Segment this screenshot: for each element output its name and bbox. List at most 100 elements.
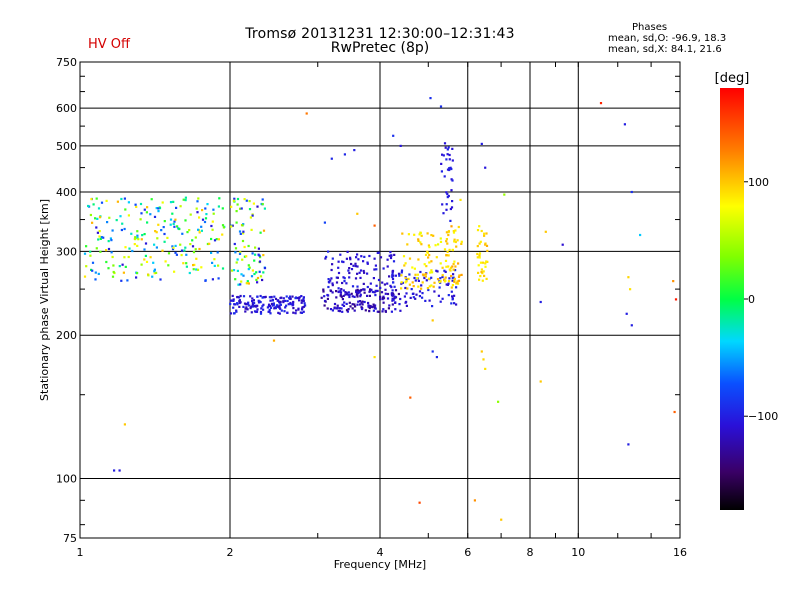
data-point bbox=[400, 281, 403, 284]
data-point bbox=[218, 197, 221, 200]
data-point bbox=[388, 304, 391, 307]
data-point bbox=[368, 310, 371, 313]
data-point bbox=[356, 291, 360, 295]
x-tick-label: 4 bbox=[377, 546, 384, 559]
data-point bbox=[331, 291, 334, 294]
data-point bbox=[174, 251, 177, 254]
data-point bbox=[297, 307, 300, 310]
data-point bbox=[438, 286, 441, 289]
data-point bbox=[349, 258, 352, 261]
data-point bbox=[98, 216, 102, 219]
data-point bbox=[297, 296, 301, 299]
data-point bbox=[539, 380, 542, 383]
data-point bbox=[333, 307, 336, 310]
data-point bbox=[392, 281, 395, 284]
data-point bbox=[239, 232, 242, 235]
data-point bbox=[144, 254, 147, 257]
data-point bbox=[333, 302, 337, 306]
data-point bbox=[261, 203, 264, 206]
data-point bbox=[122, 271, 125, 274]
data-point bbox=[212, 212, 215, 215]
data-point bbox=[263, 207, 266, 210]
data-point bbox=[454, 269, 457, 272]
data-point bbox=[421, 296, 424, 299]
data-point bbox=[445, 265, 448, 268]
data-point bbox=[288, 295, 292, 298]
data-point bbox=[360, 288, 363, 292]
data-point bbox=[264, 295, 267, 298]
data-point bbox=[118, 469, 121, 472]
data-point bbox=[394, 308, 397, 311]
data-point bbox=[382, 267, 385, 270]
data-point bbox=[300, 295, 303, 298]
data-point bbox=[174, 218, 177, 221]
data-point bbox=[273, 295, 276, 298]
data-point bbox=[503, 193, 506, 196]
data-point bbox=[251, 300, 254, 303]
data-point bbox=[94, 217, 97, 220]
data-point bbox=[445, 238, 448, 241]
data-point bbox=[188, 271, 191, 275]
data-point bbox=[360, 255, 363, 258]
data-point bbox=[451, 179, 454, 182]
data-point bbox=[450, 286, 453, 289]
data-point bbox=[320, 296, 323, 299]
data-point bbox=[213, 264, 216, 267]
data-point bbox=[353, 309, 356, 312]
data-point bbox=[356, 265, 359, 268]
data-point bbox=[268, 305, 272, 308]
data-point bbox=[430, 234, 433, 237]
data-point bbox=[232, 306, 235, 309]
data-point bbox=[370, 288, 373, 291]
data-point bbox=[236, 295, 239, 299]
data-point bbox=[394, 289, 398, 292]
data-point bbox=[423, 276, 426, 280]
data-point bbox=[371, 290, 374, 294]
data-point bbox=[182, 198, 185, 201]
data-point bbox=[484, 262, 487, 265]
data-point bbox=[89, 250, 92, 253]
data-point bbox=[171, 248, 175, 251]
data-point bbox=[431, 350, 434, 353]
data-point bbox=[441, 266, 444, 269]
data-point bbox=[249, 216, 252, 219]
data-point bbox=[232, 269, 236, 272]
data-point bbox=[483, 234, 486, 237]
data-point bbox=[245, 255, 248, 258]
data-point bbox=[115, 219, 118, 222]
data-point bbox=[379, 295, 382, 298]
data-point bbox=[349, 256, 352, 259]
data-point bbox=[453, 302, 456, 305]
data-point bbox=[242, 223, 245, 226]
data-point bbox=[346, 293, 349, 296]
data-point bbox=[242, 274, 245, 277]
data-point bbox=[235, 221, 238, 224]
data-point bbox=[454, 229, 457, 232]
data-point bbox=[338, 307, 341, 310]
data-point bbox=[366, 285, 369, 289]
data-point bbox=[197, 228, 200, 231]
data-point bbox=[386, 265, 389, 268]
data-point bbox=[191, 239, 194, 242]
data-point bbox=[413, 276, 416, 280]
data-point bbox=[359, 295, 362, 298]
data-point bbox=[413, 233, 416, 236]
x-tick-label: 6 bbox=[464, 546, 471, 559]
data-point bbox=[286, 311, 289, 314]
data-point bbox=[398, 303, 401, 306]
data-point bbox=[390, 254, 393, 257]
x-tick-label: 16 bbox=[673, 546, 687, 559]
colorbar-tick-label: −100 bbox=[748, 410, 778, 423]
data-point bbox=[439, 262, 442, 265]
data-point bbox=[405, 300, 408, 303]
data-point bbox=[343, 153, 346, 156]
data-point bbox=[356, 272, 359, 275]
data-point bbox=[200, 225, 203, 228]
y-tick-label: 400 bbox=[56, 186, 77, 199]
data-point bbox=[404, 286, 407, 290]
colorbar-tick-label: 0 bbox=[748, 293, 755, 306]
data-point bbox=[356, 295, 359, 298]
data-point bbox=[85, 265, 88, 268]
data-point bbox=[173, 220, 176, 223]
data-point bbox=[261, 305, 264, 308]
